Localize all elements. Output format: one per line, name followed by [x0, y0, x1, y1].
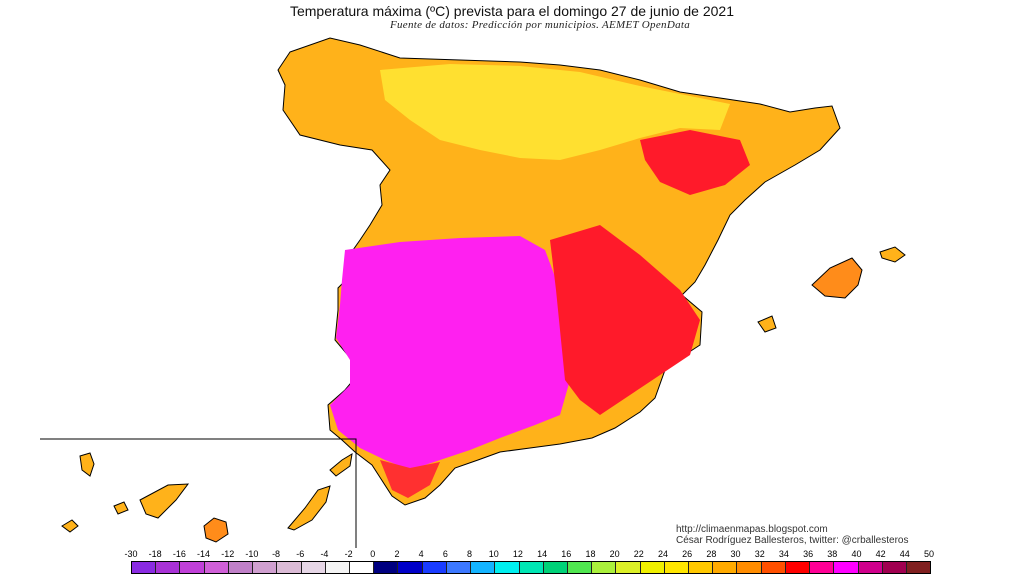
legend-swatch	[495, 562, 520, 573]
legend-tick-label: -12	[221, 549, 235, 559]
legend-tick-label: 8	[467, 549, 473, 559]
heat-zone-south-coast	[380, 460, 440, 498]
gran-canaria	[203, 517, 229, 543]
legend-tick-label: 0	[370, 549, 376, 559]
legend-tick-label: 24	[657, 549, 668, 559]
legend-swatch	[204, 562, 229, 573]
legend-swatch	[616, 562, 641, 573]
legend-tick-label: 14	[537, 549, 548, 559]
legend-swatch	[737, 562, 762, 573]
heat-zone-north	[380, 64, 730, 160]
menorca	[879, 246, 906, 263]
legend-swatch	[810, 562, 835, 573]
legend-swatch	[228, 562, 254, 573]
legend-swatch	[882, 562, 907, 573]
legend-tick-label: 6	[442, 549, 448, 559]
legend-tick-label: -4	[320, 549, 329, 559]
fuerteventura	[287, 485, 331, 531]
legend-swatch	[277, 562, 302, 573]
map-title: Temperatura máxima (ºC) prevista para el…	[289, 3, 734, 19]
legend-swatch	[374, 562, 399, 573]
legend-swatch	[592, 562, 617, 573]
legend-tick-label: -6	[296, 549, 305, 559]
canary-inset-frame	[40, 438, 357, 548]
legend-swatch	[156, 562, 181, 573]
legend-tick-label: 20	[609, 549, 620, 559]
legend-swatch	[785, 562, 811, 573]
legend-swatch	[567, 562, 593, 573]
legend-tick-label: 12	[512, 549, 523, 559]
legend-tick-label: -10	[245, 549, 259, 559]
legend-swatch	[689, 562, 714, 573]
legend-swatch	[471, 562, 496, 573]
credits-author: César Rodríguez Ballesteros, twitter: @c…	[676, 535, 909, 546]
tenerife	[139, 483, 190, 519]
legend-tick-label: -30	[124, 549, 138, 559]
lanzarote	[329, 453, 353, 477]
legend-tick-label: 2	[394, 549, 400, 559]
legend-tick-label: 42	[875, 549, 886, 559]
legend-swatch	[325, 562, 350, 573]
legend-tick-label: 38	[827, 549, 838, 559]
legend-tick-label: 34	[778, 549, 789, 559]
legend-tick-label: 10	[488, 549, 499, 559]
legend-swatch	[422, 562, 447, 573]
credits-url[interactable]: http://climaenmapas.blogspot.com	[676, 524, 828, 535]
legend-swatch	[349, 562, 375, 573]
legend-tick-label: -16	[172, 549, 186, 559]
legend-swatch	[301, 562, 326, 573]
legend-swatch	[907, 562, 931, 573]
legend-swatch	[519, 562, 544, 573]
legend-swatch	[761, 562, 786, 573]
legend-swatch	[180, 562, 205, 573]
gomera	[113, 501, 129, 515]
legend-tick-label: 18	[585, 549, 596, 559]
heat-zone-ebro	[640, 130, 750, 195]
heat-zone-east	[550, 225, 700, 415]
legend-tick-label: 36	[803, 549, 814, 559]
legend-tick-label: -2	[344, 549, 353, 559]
legend-tick-label: 30	[730, 549, 741, 559]
legend-swatch	[446, 562, 472, 573]
legend-tick-label: 28	[706, 549, 717, 559]
legend-swatch	[664, 562, 690, 573]
legend-swatch	[640, 562, 665, 573]
legend-tick-label: 32	[754, 549, 765, 559]
legend-tick-label: -8	[272, 549, 281, 559]
heat-zone-southwest	[330, 236, 570, 470]
legend-swatch	[253, 562, 278, 573]
la-palma	[79, 452, 95, 477]
legend-swatch	[398, 562, 423, 573]
legend-tick-label: 16	[561, 549, 572, 559]
mallorca	[811, 257, 863, 299]
legend-tick-label: 22	[633, 549, 644, 559]
legend-tick-label: 26	[682, 549, 693, 559]
legend-swatch	[543, 562, 568, 573]
legend-tick-label: 4	[418, 549, 424, 559]
legend-tick-label: -18	[148, 549, 162, 559]
legend-swatch	[858, 562, 883, 573]
el-hierro	[61, 519, 79, 533]
map-subtitle: Fuente de datos: Predicción por municipi…	[389, 19, 691, 31]
legend-swatch	[834, 562, 859, 573]
legend-swatch	[713, 562, 738, 573]
credits: http://climaenmapas.blogspot.com César R…	[676, 524, 908, 546]
legend-labels: -30 -18 -16 -14 -12 -10 -8 -6 -4 -2 0 2 4 6 8 10 12 14 16 1…	[118, 549, 938, 561]
legend-swatch	[132, 562, 157, 573]
legend-tick-label: -14	[197, 549, 211, 559]
legend-color-bar	[131, 561, 931, 574]
legend-tick-label: 44	[899, 549, 910, 559]
legend-tick-label: 40	[851, 549, 862, 559]
ibiza	[757, 315, 777, 333]
legend-tick-label: 50	[923, 549, 934, 559]
